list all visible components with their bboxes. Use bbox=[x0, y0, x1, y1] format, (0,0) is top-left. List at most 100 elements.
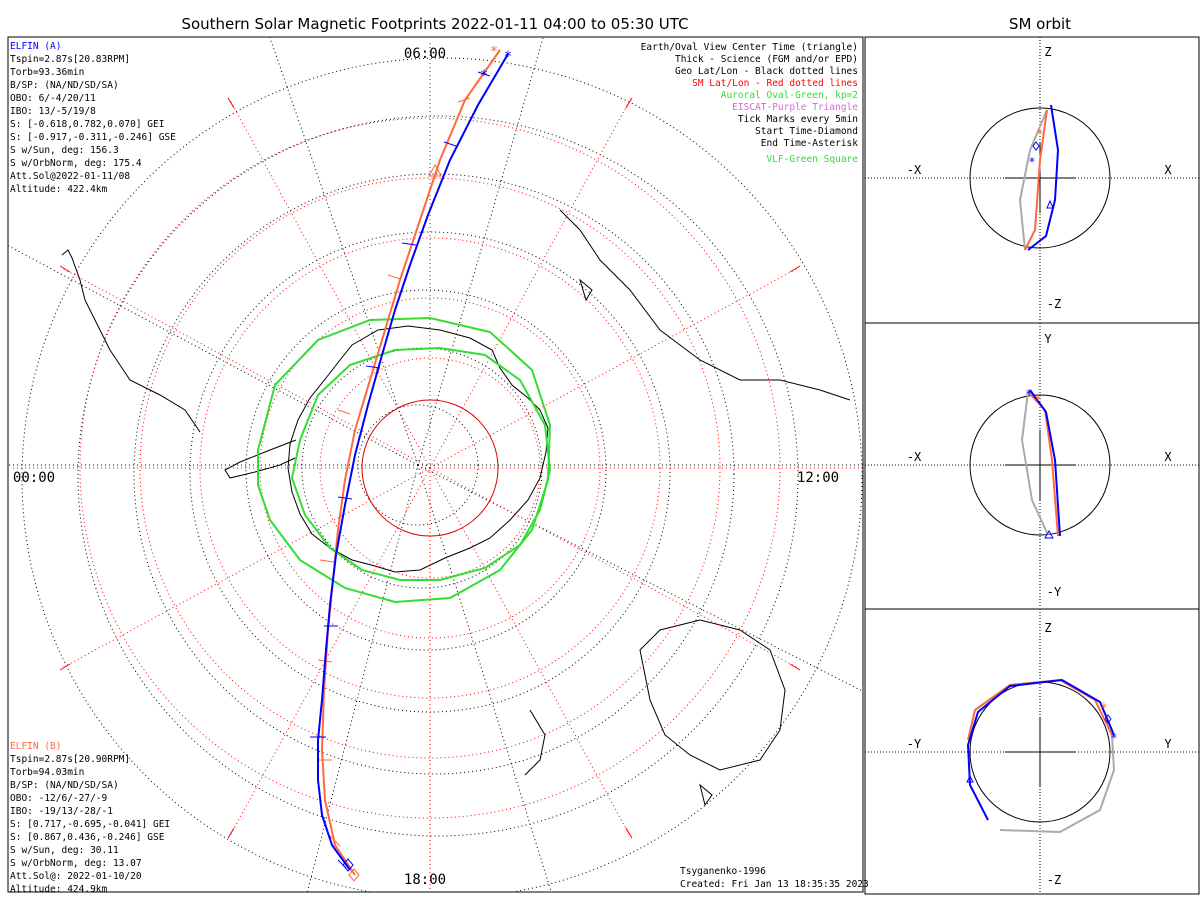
sm-tick bbox=[227, 97, 235, 109]
sm-lat-circle bbox=[319, 357, 541, 579]
antarctic-peninsula-coast bbox=[224, 439, 297, 479]
panel-label-right: X bbox=[1164, 450, 1172, 464]
elfin-b-tick bbox=[337, 409, 351, 415]
legend-item: Thick - Science (FGM and/or EPD) bbox=[675, 54, 858, 65]
geo-meridian bbox=[417, 37, 544, 466]
mlt-label-bottom: 18:00 bbox=[404, 872, 446, 888]
antarctica-coast bbox=[287, 325, 549, 573]
orbit-b-gray bbox=[1020, 391, 1049, 536]
elfin-b-info-line: Att.Sol@: 2022-01-10/20 bbox=[10, 871, 142, 882]
sm-tick bbox=[789, 265, 801, 273]
legend-item: Start Time-Diamond bbox=[755, 126, 858, 137]
elfin-a-info-line: Att.Sol@2022-01-11/08 bbox=[10, 171, 130, 182]
panel-label-top: Y bbox=[1044, 332, 1052, 346]
elfin-a-track: * * bbox=[310, 49, 512, 872]
elfin-a-info-line: S: [-0.917,-0.311,-0.246] GSE bbox=[10, 132, 176, 143]
elfin-b-info-line: Torb=94.03min bbox=[10, 767, 84, 778]
elfin-a-time-ticks bbox=[310, 71, 491, 869]
elfin-a-info-line: IBO: 13/-5/19/8 bbox=[10, 106, 96, 117]
elfin-a-info-line: S: [-0.618,0.782,0.070] GEI bbox=[10, 119, 164, 130]
coastlines bbox=[61, 209, 851, 807]
elfin-b-info-line: S w/OrbNorm, deg: 13.07 bbox=[10, 858, 142, 869]
elfin-b-eiscat-triangle bbox=[428, 163, 442, 177]
panel-label-left: -Y bbox=[907, 737, 922, 751]
orbit-b-gray bbox=[999, 734, 1116, 834]
legend-item: Earth/Oval View Center Time (triangle) bbox=[641, 42, 858, 53]
elfin-b-info: ELFIN (B) Tspin=2.87s[20.90RPM] Torb=94.… bbox=[10, 741, 170, 895]
panel-frame-xz bbox=[864, 36, 1200, 324]
model-label: Tsyganenko-1996 bbox=[680, 866, 766, 877]
geo-meridian bbox=[269, 37, 419, 466]
panel-label-right: Y bbox=[1164, 737, 1172, 751]
elfin-a-info-line: B/SP: (NA/ND/SD/SA) bbox=[10, 80, 119, 91]
elfin-b-info-line: S: [0.717,-0.695,-0.041] GEI bbox=[10, 819, 170, 830]
orbit-b-end-asterisk: * bbox=[1100, 701, 1107, 715]
elfin-a-tick bbox=[337, 496, 353, 500]
panel-label-bottom: -Z bbox=[1047, 873, 1061, 887]
elfin-b-start-diamond bbox=[348, 868, 360, 882]
orbit-a-center-triangle bbox=[966, 774, 974, 783]
elfin-a-tick bbox=[365, 365, 381, 369]
elfin-b-info-line: Tspin=2.87s[20.90RPM] bbox=[10, 754, 130, 765]
sm-panel-yz: * * Z -Z -Y Y bbox=[865, 609, 1200, 894]
elfin-b-info-line: OBO: -12/6/-27/-9 bbox=[10, 793, 108, 804]
orbit-a-start-diamond bbox=[1032, 141, 1040, 151]
created-label: Created: Fri Jan 13 18:35:35 2023 bbox=[680, 879, 869, 890]
orbit-b-end-asterisk: * bbox=[1036, 127, 1043, 141]
elfin-b-info-line: Altitude: 424.9km bbox=[10, 884, 108, 895]
sm-tick bbox=[789, 663, 801, 671]
sm-panel-xy: * * Y -Y -X X bbox=[865, 323, 1200, 608]
elfin-a-start-diamond bbox=[342, 858, 354, 872]
earth-circle bbox=[969, 394, 1111, 536]
elfin-a-info-line: Altitude: 422.4km bbox=[10, 184, 108, 195]
sm-panel-xz: * * Z -Z -X X bbox=[865, 37, 1200, 322]
elfin-a-tick bbox=[443, 141, 457, 147]
sm-mlt-spoke bbox=[229, 99, 431, 469]
elfin-a-tick bbox=[477, 71, 491, 77]
panel-frame-xy bbox=[864, 322, 1200, 610]
auroral-oval bbox=[257, 316, 552, 604]
elfin-b-tick bbox=[457, 97, 471, 103]
elfin-b-info-line: S: [0.867,0.436,-0.246] GSE bbox=[10, 832, 165, 843]
elfin-a-info-line: Torb=93.36min bbox=[10, 67, 84, 78]
geo-lat-circle bbox=[245, 289, 607, 651]
geo-lat-circle bbox=[21, 57, 863, 892]
elfin-a-name: ELFIN (A) bbox=[10, 41, 61, 52]
sm-tick bbox=[625, 827, 633, 839]
australia-coast bbox=[639, 619, 786, 771]
geo-meridian bbox=[417, 464, 863, 692]
elfin-b-time-ticks bbox=[317, 97, 471, 847]
elfin-b-track: * bbox=[317, 44, 501, 882]
sm-tick bbox=[59, 663, 71, 671]
sm-mlt-spoke bbox=[61, 267, 431, 469]
sm-mlt-spoke bbox=[429, 467, 631, 837]
elfin-a-info-line: OBO: 6/-4/20/11 bbox=[10, 93, 96, 104]
legend-item: Auroral Oval-Green, kp=2 bbox=[721, 90, 858, 101]
legend-item: EISCAT-Purple Triangle bbox=[732, 102, 858, 113]
orbit-a-center-triangle bbox=[1044, 529, 1054, 539]
panel-label-left: -X bbox=[907, 450, 922, 464]
legend-item: Geo Lat/Lon - Black dotted lines bbox=[675, 66, 858, 77]
sm-tick bbox=[59, 265, 71, 273]
orbit-a bbox=[1027, 104, 1060, 251]
orbit-a-start-diamond bbox=[1104, 714, 1112, 724]
sm-lat-circle bbox=[79, 117, 781, 819]
mlt-label-left: 00:00 bbox=[13, 470, 55, 486]
panel-label-top: Z bbox=[1044, 45, 1051, 59]
orbit-a-center-triangle bbox=[1046, 199, 1054, 209]
mlt-label-top: 06:00 bbox=[404, 46, 446, 62]
sm-tick bbox=[227, 827, 235, 839]
panel-label-left: -X bbox=[907, 163, 922, 177]
sm-mlt-spoke bbox=[61, 467, 431, 669]
elfin-b-end-asterisk: * bbox=[490, 44, 498, 60]
orbit-a-end-asterisk: * bbox=[1110, 731, 1117, 745]
panel-label-top: Z bbox=[1044, 621, 1051, 635]
sm-pole-circle bbox=[361, 399, 499, 537]
sm-mlt-spoke bbox=[229, 467, 431, 837]
elfin-a-info-line: Tspin=2.87s[20.83RPM] bbox=[10, 54, 130, 65]
elfin-a-info-line: S w/OrbNorm, deg: 175.4 bbox=[10, 158, 142, 169]
geo-meridian bbox=[417, 464, 552, 892]
orbit-a bbox=[1029, 389, 1061, 537]
orbit-b-end-asterisk: * bbox=[1034, 393, 1041, 407]
elfin-a-footprint-line bbox=[317, 53, 509, 871]
